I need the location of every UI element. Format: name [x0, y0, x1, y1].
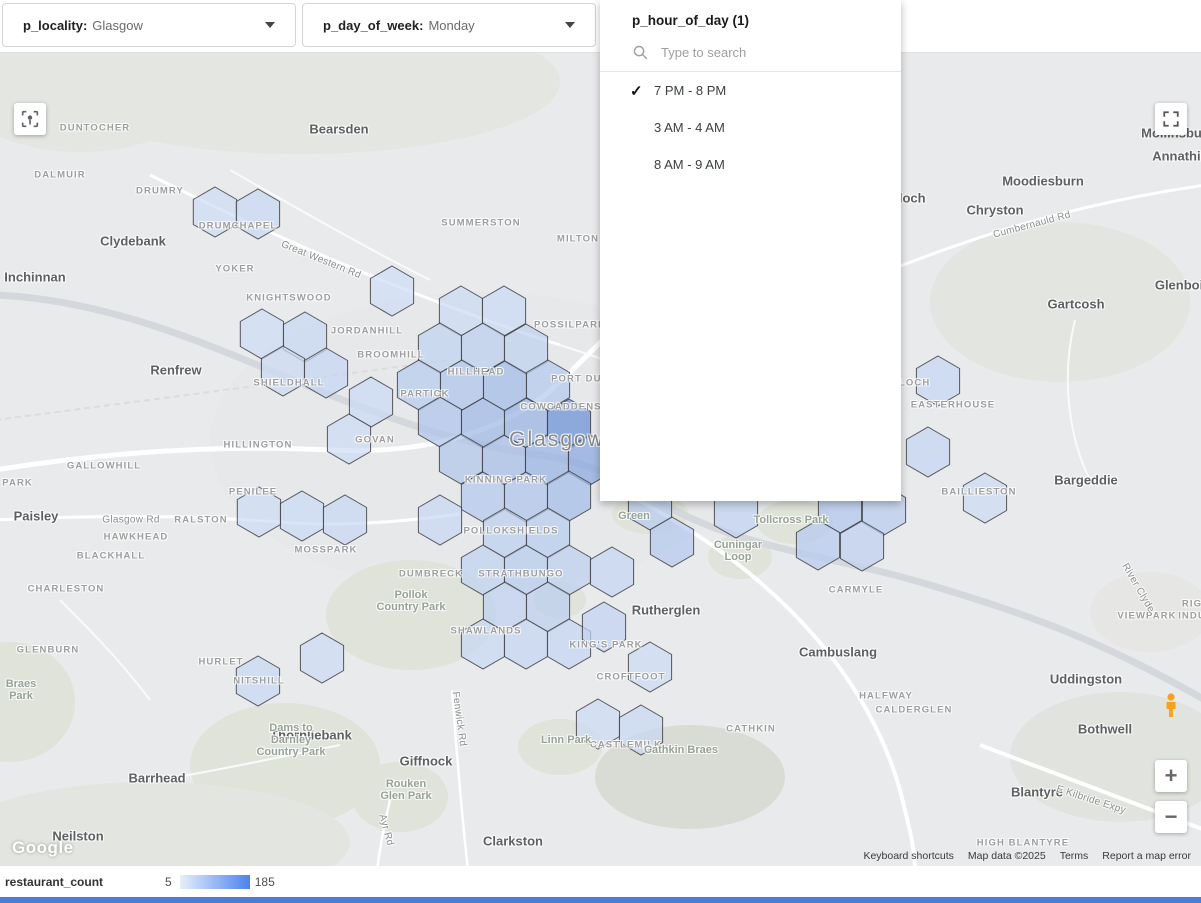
hex-cell	[417, 494, 463, 546]
legend-bar: restaurant_count 5 185	[0, 866, 1201, 897]
check-icon: ✓	[630, 82, 643, 100]
hexbin-layer	[192, 186, 1008, 756]
hex-cell	[915, 355, 961, 407]
dropdown-options: ✓ 7 PM - 8 PM ✓3 AM - 4 AM✓8 AM - 9 AM	[600, 72, 901, 183]
hex-cell	[795, 519, 841, 571]
hex-cell	[905, 426, 951, 478]
hex-cell	[627, 641, 673, 693]
zoom-out-button[interactable]: −	[1155, 801, 1187, 833]
hex-cell	[575, 698, 621, 750]
location-pin-icon	[21, 110, 39, 128]
hex-cell	[303, 347, 349, 399]
hour-option-label: 7 PM - 8 PM	[654, 83, 727, 98]
hex-cell	[369, 265, 415, 317]
google-logo[interactable]: Google	[12, 838, 74, 857]
hex-cell	[438, 433, 484, 485]
hex-cell	[235, 188, 281, 240]
hex-cell	[236, 486, 282, 538]
hex-cell	[322, 494, 368, 546]
hour-option[interactable]: ✓8 AM - 9 AM	[600, 146, 901, 183]
attribution-item[interactable]: Terms	[1059, 850, 1089, 862]
search-icon	[633, 45, 648, 60]
hex-cell	[589, 546, 635, 598]
hex-cell	[235, 655, 281, 707]
hour-option-label: 3 AM - 4 AM	[654, 120, 725, 135]
filter-locality[interactable]: p_locality: Glasgow	[2, 3, 296, 47]
bottom-accent-strip	[0, 897, 1201, 903]
map-attribution: Keyboard shortcuts Map data ©2025 Terms Rep…	[863, 850, 1191, 862]
hex-cell	[649, 516, 695, 568]
fullscreen-button[interactable]	[1155, 103, 1187, 135]
hour-option[interactable]: ✓ 7 PM - 8 PM	[600, 72, 901, 109]
hex-cell	[962, 472, 1008, 524]
hex-cell	[192, 186, 238, 238]
pegman-control[interactable]	[1155, 690, 1187, 722]
plus-icon: +	[1164, 763, 1178, 788]
hour-option[interactable]: ✓3 AM - 4 AM	[600, 109, 901, 146]
legend-min-value: 5	[165, 874, 172, 889]
hex-cell	[839, 520, 885, 572]
minus-icon: −	[1164, 804, 1178, 829]
filter-day-label: p_day_of_week:	[323, 17, 424, 33]
attribution-item: Map data ©2025	[967, 850, 1046, 862]
filter-locality-label: p_locality:	[23, 17, 88, 33]
hex-cell	[581, 601, 627, 653]
dropdown-title: p_hour_of_day (1)	[632, 13, 750, 28]
chevron-down-icon	[565, 22, 575, 28]
pegman-icon	[1166, 693, 1176, 717]
legend-gradient	[179, 874, 250, 889]
dropdown-search-input[interactable]	[659, 44, 873, 61]
pan-to-location-button[interactable]	[14, 103, 46, 135]
hour-of-day-dropdown-panel: p_hour_of_day (1) ✓ 7 PM - 8 PM ✓3 AM - 4 …	[600, 0, 901, 501]
hex-cell	[525, 359, 571, 411]
hex-cell	[260, 345, 306, 397]
filter-locality-value: Glasgow	[92, 17, 143, 33]
zoom-in-button[interactable]: +	[1155, 760, 1187, 792]
hour-option-label: 8 AM - 9 AM	[654, 157, 725, 172]
hex-cell	[279, 490, 325, 542]
legend-max-value: 185	[254, 874, 275, 889]
attribution-item[interactable]: Keyboard shortcuts	[863, 850, 954, 862]
attribution-item[interactable]: Report a map error	[1102, 850, 1191, 862]
fullscreen-icon	[1163, 111, 1179, 127]
hex-cell	[326, 413, 372, 465]
dropdown-search-row	[600, 38, 901, 72]
filter-day-of-week[interactable]: p_day_of_week: Monday	[302, 3, 596, 47]
hex-cell	[618, 704, 664, 756]
hex-cell	[299, 632, 345, 684]
filter-day-value: Monday	[428, 17, 475, 33]
legend-title: restaurant_count	[5, 874, 104, 889]
chevron-down-icon	[265, 22, 275, 28]
